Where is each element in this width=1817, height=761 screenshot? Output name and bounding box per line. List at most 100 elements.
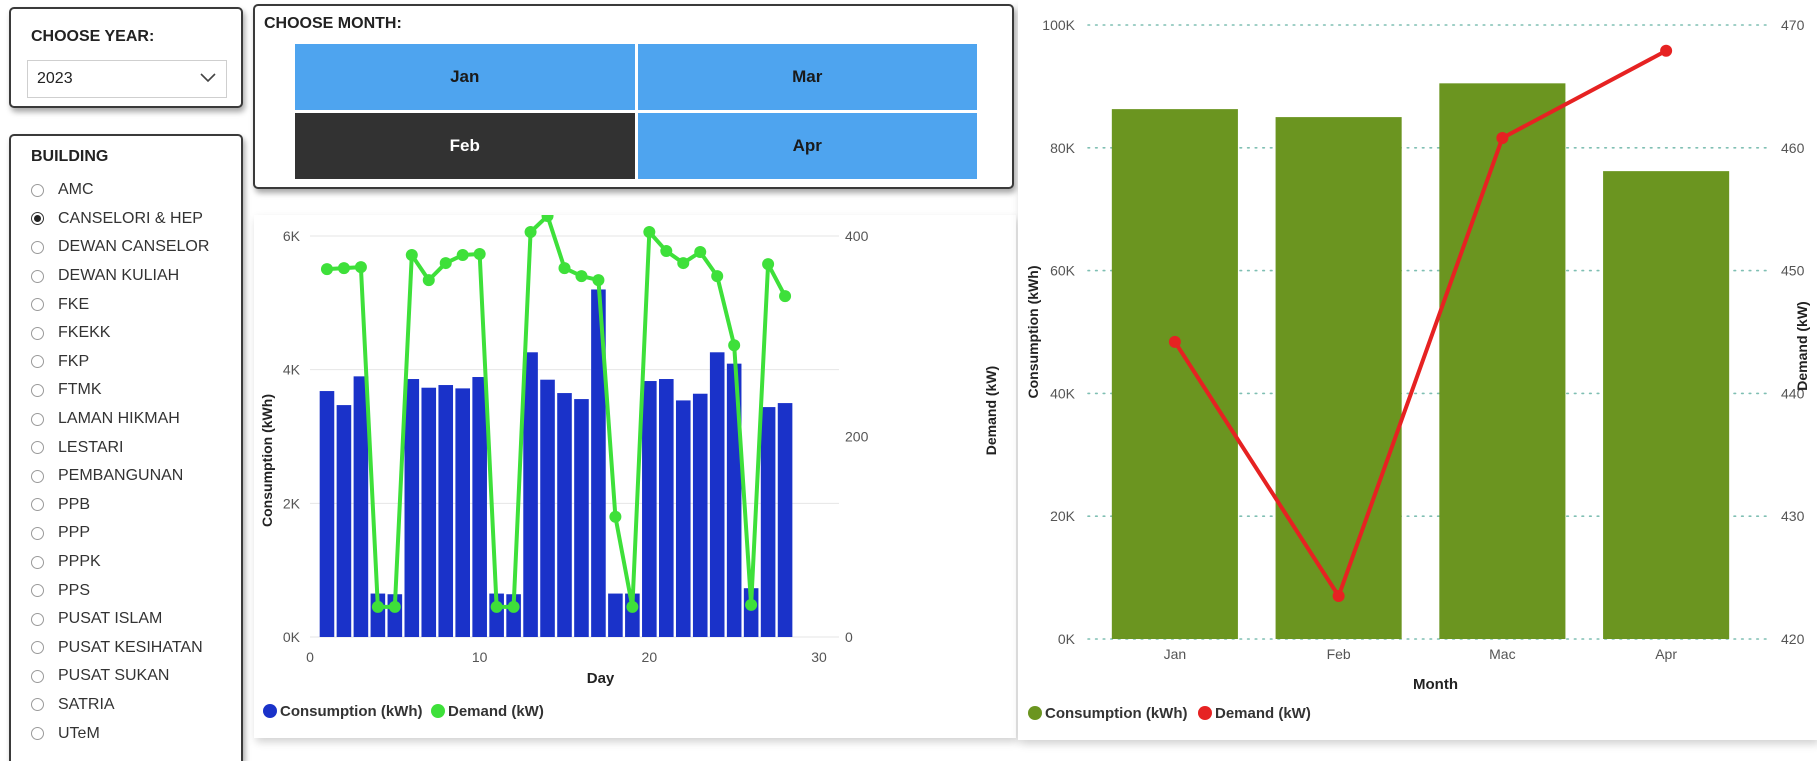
y-tick-label: 4K bbox=[283, 362, 301, 378]
x-tick-label: 30 bbox=[811, 649, 827, 665]
building-option[interactable]: PPB bbox=[31, 491, 209, 520]
demand-point bbox=[1168, 335, 1181, 348]
bar bbox=[438, 385, 454, 637]
bar bbox=[336, 405, 352, 637]
month-button-feb[interactable]: Feb bbox=[295, 113, 635, 179]
building-option[interactable]: CANSELORI & HEP bbox=[31, 205, 209, 234]
building-option[interactable]: PUSAT KESIHATAN bbox=[31, 634, 209, 663]
bar bbox=[760, 407, 776, 637]
building-option-label: DEWAN KULIAH bbox=[58, 267, 180, 285]
y-tick-label: 0K bbox=[283, 629, 301, 645]
bar bbox=[557, 393, 572, 637]
month-button-apr[interactable]: Apr bbox=[637, 113, 977, 179]
radio-button[interactable] bbox=[31, 526, 44, 540]
radio-button[interactable] bbox=[31, 269, 44, 283]
legend-marker bbox=[1028, 706, 1042, 720]
month-button-mar[interactable]: Mar bbox=[637, 44, 977, 110]
y2-tick-label: 470 bbox=[1781, 17, 1805, 33]
building-option[interactable]: PEMBANGUNAN bbox=[31, 462, 209, 491]
demand-point bbox=[575, 270, 588, 283]
year-slicer: CHOOSE YEAR: 2023 bbox=[9, 7, 243, 108]
demand-point bbox=[1332, 590, 1345, 603]
radio-button[interactable] bbox=[31, 669, 44, 683]
building-option[interactable]: PPPK bbox=[31, 548, 209, 577]
radio-button[interactable] bbox=[31, 183, 44, 197]
bar bbox=[642, 381, 657, 637]
building-option[interactable]: SATRIA bbox=[31, 691, 209, 720]
y-tick-label: 2K bbox=[283, 495, 301, 511]
legend-label: Consumption (kWh) bbox=[280, 703, 422, 720]
bar bbox=[692, 393, 708, 637]
radio-button[interactable] bbox=[31, 441, 44, 455]
bar bbox=[455, 388, 470, 637]
building-slicer-title: BUILDING bbox=[31, 148, 109, 165]
bar bbox=[540, 379, 555, 637]
building-option[interactable]: UTeM bbox=[31, 719, 209, 748]
building-option[interactable]: PUSAT ISLAM bbox=[31, 605, 209, 634]
radio-button[interactable] bbox=[31, 727, 44, 741]
radio-button[interactable] bbox=[31, 326, 44, 340]
building-option[interactable]: DEWAN CANSELOR bbox=[31, 233, 209, 262]
building-option-label: FKP bbox=[58, 352, 90, 370]
radio-button[interactable] bbox=[31, 469, 44, 483]
building-option[interactable]: LAMAN HIKMAH bbox=[31, 405, 209, 434]
building-option[interactable]: AMC bbox=[31, 176, 209, 205]
bar bbox=[319, 391, 335, 637]
radio-button[interactable] bbox=[31, 240, 44, 254]
y2-tick-label: 430 bbox=[1781, 508, 1805, 524]
x-tick-label: Jan bbox=[1164, 646, 1187, 662]
x-axis-label: Month bbox=[1413, 676, 1458, 693]
radio-button[interactable] bbox=[31, 355, 44, 369]
bar bbox=[421, 387, 437, 637]
building-option-label: AMC bbox=[58, 181, 94, 199]
radio-button[interactable] bbox=[31, 555, 44, 569]
building-option-label: LESTARI bbox=[58, 438, 124, 456]
building-option-label: FKEKK bbox=[58, 324, 111, 342]
radio-button[interactable] bbox=[31, 498, 44, 512]
demand-point bbox=[1496, 131, 1509, 144]
y2-tick-label: 460 bbox=[1781, 140, 1805, 156]
building-option[interactable]: FKEKK bbox=[31, 319, 209, 348]
building-option[interactable]: PPS bbox=[31, 576, 209, 605]
year-dropdown[interactable]: 2023 bbox=[27, 60, 227, 98]
y-tick-label: 80K bbox=[1050, 140, 1076, 156]
radio-button[interactable] bbox=[31, 212, 44, 226]
demand-point bbox=[711, 270, 724, 283]
building-option[interactable]: FKP bbox=[31, 348, 209, 377]
building-option[interactable]: PPP bbox=[31, 519, 209, 548]
demand-point bbox=[320, 263, 333, 276]
building-option[interactable]: FTMK bbox=[31, 376, 209, 405]
radio-button[interactable] bbox=[31, 383, 44, 397]
demand-point bbox=[337, 262, 350, 275]
y2-tick-label: 420 bbox=[1781, 631, 1805, 647]
month-button-jan[interactable]: Jan bbox=[295, 44, 635, 110]
radio-button[interactable] bbox=[31, 298, 44, 312]
y2-tick-label: 400 bbox=[845, 228, 869, 244]
radio-button[interactable] bbox=[31, 412, 44, 426]
y-tick-label: 6K bbox=[283, 228, 301, 244]
building-option[interactable]: PUSAT SUKAN bbox=[31, 662, 209, 691]
building-option-label: PPPK bbox=[58, 553, 101, 571]
building-option-label: PPS bbox=[58, 581, 91, 599]
radio-button[interactable] bbox=[31, 584, 44, 598]
month-slicer: CHOOSE MONTH: Jan Mar Feb Apr bbox=[253, 4, 1014, 189]
demand-line bbox=[326, 213, 787, 609]
building-option[interactable]: FKE bbox=[31, 290, 209, 319]
demand-point bbox=[643, 225, 656, 238]
demand-point bbox=[592, 274, 605, 287]
demand-line bbox=[1173, 49, 1668, 599]
building-option-label: PUSAT ISLAM bbox=[58, 610, 163, 628]
demand-point bbox=[405, 249, 418, 262]
radio-button[interactable] bbox=[31, 612, 44, 626]
demand-point bbox=[626, 600, 639, 613]
radio-button[interactable] bbox=[31, 641, 44, 655]
building-slicer: BUILDING AMC CANSELORI & HEP DEWAN CANSELO… bbox=[9, 134, 243, 761]
y-axis-label: Consumption (kWh) bbox=[259, 394, 275, 527]
building-option[interactable]: LESTARI bbox=[31, 433, 209, 462]
building-option[interactable]: DEWAN KULIAH bbox=[31, 262, 209, 291]
y-axis-label: Consumption (kWh) bbox=[1025, 266, 1041, 399]
radio-button[interactable] bbox=[31, 698, 44, 712]
y-tick-label: 40K bbox=[1050, 385, 1076, 401]
bar bbox=[472, 377, 487, 637]
building-option-label: FTMK bbox=[58, 381, 102, 399]
